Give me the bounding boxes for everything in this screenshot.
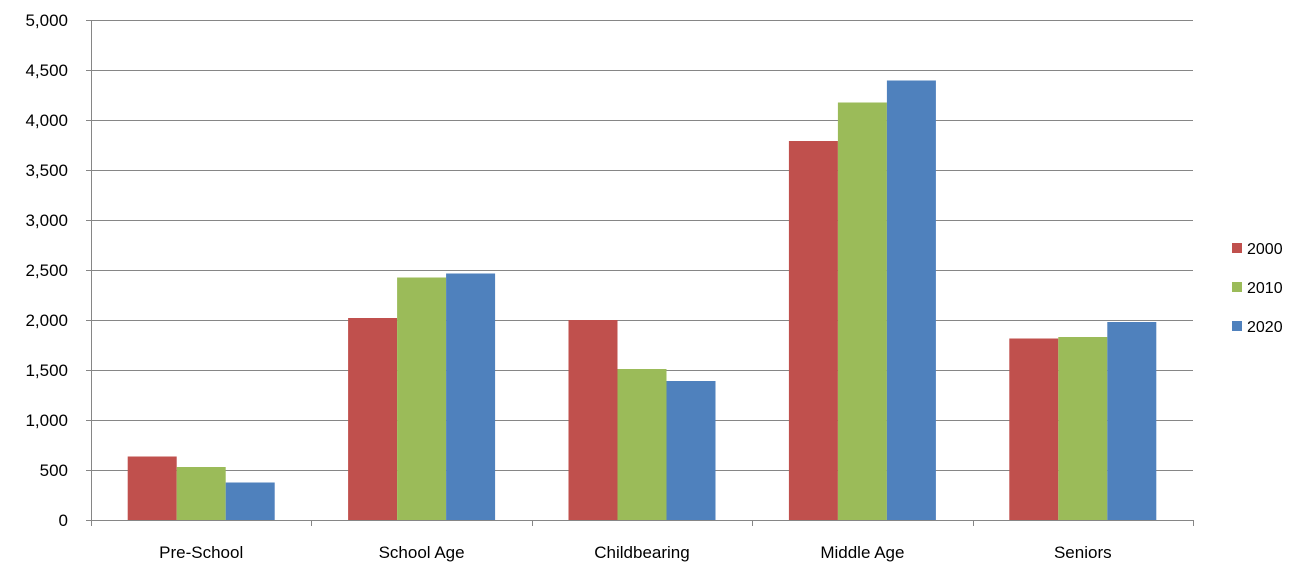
axes — [91, 20, 1194, 526]
x-axis-category-labels: Pre-School School Age Childbearing Middle A… — [159, 543, 1111, 562]
bar-middle-age-2000 — [788, 141, 838, 520]
bar-childbearing-2000 — [568, 320, 618, 520]
x-category-label: School Age — [379, 543, 465, 562]
x-category-label: Pre-School — [159, 543, 243, 562]
bar-pre-school-2010 — [176, 467, 226, 520]
bar-childbearing-2010 — [617, 369, 667, 520]
y-tick-label: 500 — [40, 461, 68, 480]
y-tick-label: 3,500 — [25, 161, 68, 180]
x-category-label: Middle Age — [820, 543, 904, 562]
bar-school-age-2020 — [446, 273, 496, 520]
bar-pre-school-2020 — [225, 482, 275, 520]
bar-seniors-2020 — [1107, 322, 1157, 520]
bar-middle-age-2010 — [837, 102, 887, 520]
y-tick-label: 2,500 — [25, 261, 68, 280]
legend-label-2010: 2010 — [1247, 280, 1283, 297]
bar-seniors-2010 — [1058, 337, 1108, 520]
y-tick-label: 2,000 — [25, 311, 68, 330]
legend-swatch-2000 — [1232, 243, 1242, 253]
legend-swatch-2010 — [1232, 282, 1242, 292]
bar-middle-age-2020 — [886, 80, 936, 520]
legend-swatch-2020 — [1232, 321, 1242, 331]
bars — [127, 80, 1157, 520]
y-tick-label: 4,000 — [25, 111, 68, 130]
y-tick-label: 5,000 — [25, 11, 68, 30]
x-category-label: Seniors — [1054, 543, 1112, 562]
legend-label-2000: 2000 — [1247, 241, 1283, 258]
y-axis-tick-labels: 0 500 1,000 1,500 2,000 2,500 3,000 3,500 4,000 4… — [25, 11, 68, 530]
y-tick-label: 0 — [59, 511, 68, 530]
y-tick-label: 3,000 — [25, 211, 68, 230]
y-tick-label: 4,500 — [25, 61, 68, 80]
legend-label-2020: 2020 — [1247, 319, 1283, 336]
y-tick-label: 1,000 — [25, 411, 68, 430]
x-category-label: Childbearing — [594, 543, 689, 562]
bar-childbearing-2020 — [666, 381, 716, 520]
legend: 2000 2010 2020 — [1232, 241, 1283, 336]
bar-school-age-2000 — [348, 318, 398, 520]
y-tick-label: 1,500 — [25, 361, 68, 380]
bar-seniors-2000 — [1009, 338, 1059, 520]
bar-school-age-2010 — [397, 277, 447, 520]
bar-pre-school-2000 — [127, 456, 177, 520]
